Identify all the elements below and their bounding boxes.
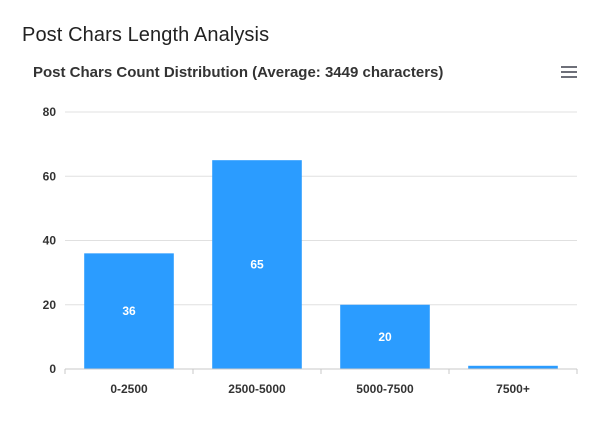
y-tick-label: 20 (43, 298, 57, 312)
hamburger-menu-icon[interactable] (561, 66, 577, 78)
bar-value-label: 20 (378, 330, 392, 344)
y-tick-label: 0 (49, 362, 56, 376)
y-tick-label: 80 (43, 105, 57, 119)
bar-value-label: 65 (250, 258, 264, 272)
x-tick-label: 7500+ (496, 382, 530, 396)
bars: 36 65 20 (84, 160, 558, 369)
bar-2500-5000[interactable] (212, 160, 302, 369)
chart-title: Post Chars Count Distribution (Average: … (33, 64, 444, 81)
x-tick-label: 0-2500 (110, 382, 148, 396)
y-axis-ticks: 0 20 40 60 80 (43, 105, 57, 376)
bar-7500+[interactable] (468, 365, 558, 369)
bar-0-2500[interactable] (84, 253, 174, 369)
bar-5000-7500[interactable] (340, 304, 430, 369)
x-tick-label: 5000-7500 (356, 382, 414, 396)
y-tick-label: 60 (43, 169, 57, 183)
section-title: Post Chars Length Analysis (22, 24, 270, 46)
y-tick-label: 40 (43, 234, 57, 248)
bar-value-label: 36 (122, 304, 136, 318)
x-tick-label: 2500-5000 (228, 382, 286, 396)
x-axis: 0-2500 2500-5000 5000-7500 7500+ (64, 368, 578, 396)
